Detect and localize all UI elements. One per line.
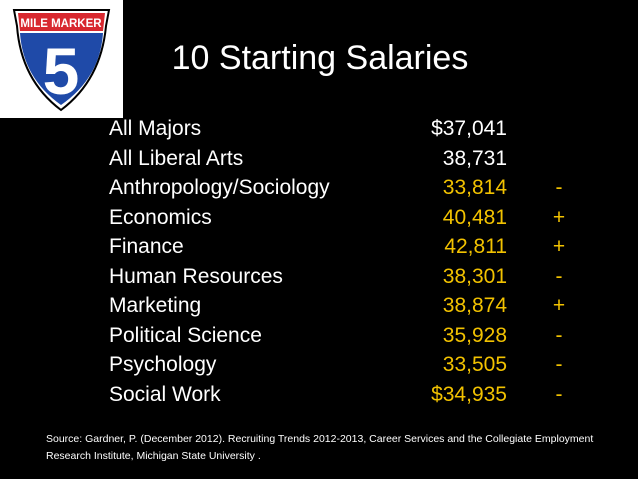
salary-row: Human Resources 38,301 -	[0, 262, 638, 292]
salary-row: Marketing 38,874 +	[0, 291, 638, 321]
mile-marker-logo: MILE MARKER 5	[0, 0, 123, 118]
salary-value: 35,928	[442, 323, 507, 347]
major-label: Political Science	[109, 323, 262, 347]
shield-blue-body	[20, 33, 103, 105]
salary-row: All Liberal Arts 38,731	[0, 144, 638, 174]
salary-row: Social Work $34,935 -	[0, 380, 638, 410]
major-label: Social Work	[109, 382, 221, 406]
salary-value: $34,935	[431, 382, 507, 406]
salary-value: 42,811	[444, 235, 507, 258]
logo-banner-text: MILE MARKER	[20, 18, 102, 30]
major-label: Finance	[109, 235, 184, 258]
salary-value: 38,731	[442, 146, 507, 170]
trend-indicator: +	[552, 205, 566, 229]
trend-indicator: -	[555, 323, 563, 347]
trend-indicator: +	[552, 294, 566, 317]
salary-table: All Majors $37,041 All Liberal Arts 38,7…	[0, 114, 638, 409]
slide-title: 10 Starting Salaries	[171, 39, 469, 77]
salary-value: 33,505	[442, 353, 507, 376]
salary-row: All Majors $37,041	[0, 114, 638, 144]
salary-value: 38,874	[442, 294, 507, 317]
major-label: Psychology	[109, 353, 217, 376]
major-label: All Majors	[109, 117, 202, 140]
trend-indicator: -	[555, 353, 563, 376]
trend-indicator: -	[555, 176, 563, 199]
salary-value: 38,301	[442, 264, 507, 288]
salary-row: Economics 40,481 +	[0, 203, 638, 233]
trend-indicator: -	[555, 382, 563, 406]
salary-row: Psychology 33,505 -	[0, 350, 638, 380]
logo-number: 5	[43, 34, 80, 108]
salary-value: $37,041	[431, 117, 507, 140]
major-label: Marketing	[109, 294, 202, 317]
source-citation: Source: Gardner, P. (December 2012). Rec…	[46, 433, 594, 462]
salary-row: Anthropology/Sociology 33,814 -	[0, 173, 638, 203]
major-label: Economics	[109, 205, 212, 229]
major-label: Human Resources	[109, 264, 283, 288]
trend-indicator: +	[552, 235, 566, 258]
major-label: All Liberal Arts	[109, 146, 244, 170]
salary-row: Finance 42,811 +	[0, 232, 638, 262]
shield-red-band	[18, 13, 105, 31]
salary-value: 33,814	[442, 176, 507, 199]
trend-indicator: -	[555, 264, 563, 288]
salary-value: 40,481	[442, 205, 507, 229]
major-label: Anthropology/Sociology	[109, 176, 330, 199]
salary-row: Political Science 35,928 -	[0, 321, 638, 351]
interstate-shield-icon: MILE MARKER 5	[12, 9, 111, 112]
